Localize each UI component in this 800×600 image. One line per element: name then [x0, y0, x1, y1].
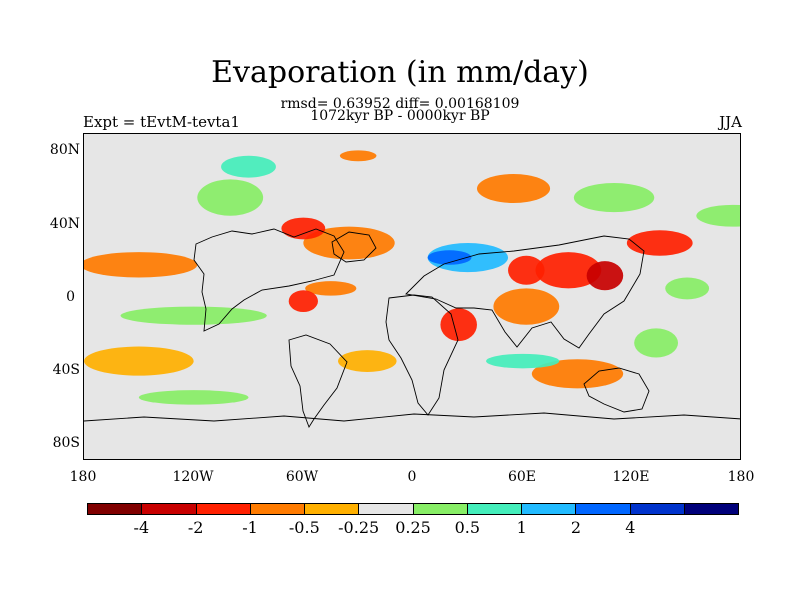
anomaly-southern-ocean-indian	[486, 353, 560, 369]
anomaly-west-atlantic	[281, 217, 326, 240]
y-tick-40s: 40S	[52, 362, 80, 378]
anomaly-tropical-pacific-south	[120, 306, 267, 325]
x-tick-60w: 60W	[285, 469, 319, 485]
anomaly-south-pacific	[84, 346, 194, 376]
colorbar-box-2	[196, 504, 251, 514]
colorbar-box-8	[522, 504, 577, 514]
colorbar	[87, 503, 739, 515]
anomaly-west-indian-ocean	[493, 288, 560, 325]
x-tick-60e: 60E	[507, 469, 537, 485]
colorbar-label-8: 2	[570, 518, 582, 537]
anomaly-southern-ocean-pacific	[138, 390, 249, 405]
colorbar-box-1	[142, 504, 197, 514]
season-label: JJA	[719, 113, 742, 131]
anomaly-sahara-core	[427, 250, 472, 265]
colorbar-label-9: 4	[625, 518, 636, 537]
colorbar-label-5: 0.25	[395, 518, 431, 537]
period-line: 1072kyr BP - 0000kyr BP	[310, 108, 490, 124]
colorbar-label-1: -2	[187, 518, 204, 537]
coastline-australia	[583, 367, 650, 413]
map-panel	[83, 133, 741, 460]
coastline-antarctica	[84, 412, 740, 422]
colorbar-box-7	[467, 504, 522, 514]
anomaly-siberia	[573, 183, 655, 213]
colorbar-label-6: 0.5	[454, 518, 481, 537]
anomaly-southern-africa	[440, 308, 477, 342]
x-tick-120w: 120W	[172, 469, 214, 485]
anomaly-layer	[84, 150, 740, 405]
coastline-greenland	[331, 231, 377, 263]
colorbar-box-0	[88, 504, 143, 514]
colorbar-box-5	[359, 504, 414, 514]
anomaly-greenland-sea	[339, 150, 377, 162]
coastline-south-america	[288, 334, 348, 429]
x-tick-0: 0	[407, 469, 417, 485]
x-tick-120e: 120E	[612, 469, 650, 485]
map-canvas	[84, 150, 740, 429]
anomaly-tropical-atlantic	[305, 281, 357, 296]
colorbar-box-3	[250, 504, 305, 514]
anomaly-eastern-pacific	[84, 252, 198, 278]
x-tick-180w: 180	[69, 469, 97, 485]
colorbar-label-7: 1	[516, 518, 527, 537]
x-tick-180e: 180	[727, 469, 755, 485]
anomaly-australia	[634, 328, 679, 358]
y-tick-0: 0	[66, 289, 75, 305]
y-tick-80n: 80N	[49, 142, 80, 158]
anomaly-south-america-north	[288, 290, 318, 313]
anomaly-west-pacific-warm	[665, 277, 710, 300]
colorbar-label-3: -0.5	[288, 518, 320, 537]
y-tick-80s: 80S	[52, 435, 80, 451]
anomaly-north-america	[197, 179, 264, 216]
colorbar-label-2: -1	[242, 518, 258, 537]
colorbar-box-9	[576, 504, 631, 514]
anomaly-north-pacific	[696, 204, 740, 227]
colorbar-box-6	[413, 504, 468, 514]
anomaly-south-atlantic	[338, 350, 397, 372]
chart-title: Evaporation (in mm/day)	[211, 55, 589, 90]
anomaly-canada-north	[221, 155, 276, 178]
coastline-north-america	[193, 228, 345, 332]
anomaly-eurasia-north	[476, 173, 551, 204]
anomaly-north-atlantic	[303, 226, 395, 260]
coastline-africa	[385, 294, 459, 416]
y-tick-40n: 40N	[49, 216, 80, 232]
experiment-label: Expt = tEvtM-tevta1	[83, 113, 240, 131]
coastline-layer	[84, 228, 740, 429]
colorbar-box-4	[305, 504, 360, 514]
anomaly-south-asia-indian-ocean	[535, 252, 602, 289]
coastline-eurasia	[405, 235, 645, 349]
colorbar-label-4: -0.25	[338, 518, 380, 537]
colorbar-box-10	[630, 504, 685, 514]
colorbar-label-0: -4	[133, 518, 150, 537]
anomaly-arabian-sea	[508, 255, 545, 285]
anomaly-east-asia-pacific	[626, 230, 693, 256]
colorbar-box-11	[684, 504, 738, 514]
stats-line: rmsd= 0.63952 diff= 0.00168109	[280, 96, 520, 112]
anomaly-southeast-asia	[586, 261, 624, 291]
anomaly-south-indian-ocean	[531, 359, 624, 389]
